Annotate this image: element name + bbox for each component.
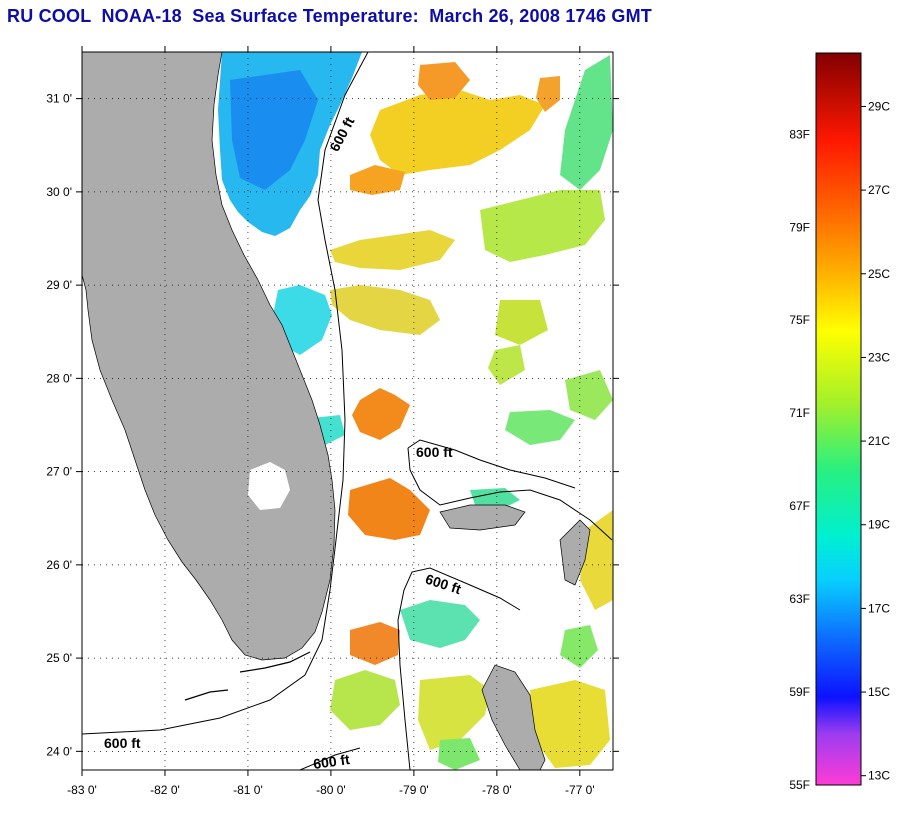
colorbar-c-label: 17C [868, 601, 890, 615]
lon-tick-label: -79 0' [399, 783, 429, 797]
bahamas-grand-bahama [439, 504, 526, 531]
sst-patch-yellow-n1 [370, 90, 545, 175]
bahamas-andros [481, 664, 546, 770]
longitude-axis: -83 0' -82 0' -81 0' -80 0' -79 0' -78 0' -77 … [67, 46, 595, 797]
sst-patch-lime-s [330, 670, 400, 730]
sst-patch-orange-n2 [418, 62, 470, 100]
lat-tick-label: 29 0' [46, 278, 72, 292]
latitude-axis: 24 0' 25 0' 26 0' 27 0' 28 0' 29 0' 30 0' 31 0' [46, 92, 619, 758]
lon-tick-label: -83 0' [67, 783, 97, 797]
colorbar-f-label: 55F [789, 778, 810, 792]
colorbar-f-label: 67F [789, 499, 810, 513]
lon-tick-label: -78 0' [482, 783, 512, 797]
isobath-channel [397, 567, 521, 770]
colorbar-c-label: 15C [868, 685, 890, 699]
isobath-tongue [407, 439, 576, 489]
sst-patch-green-bahamas [470, 488, 520, 510]
isobath-florida-east [82, 52, 369, 735]
colorbar-c-label: 13C [868, 769, 890, 783]
colorbar-c-label: 23C [868, 350, 890, 364]
colorbar-fahrenheit-labels: 55F 59F 63F 67F 71F 75F 79F 83F [789, 127, 810, 792]
sst-patch-lime-e [480, 190, 605, 262]
lon-tick-label: -80 0' [316, 783, 346, 797]
isobath-label: 600 ft [312, 751, 351, 772]
lon-tick-label: -81 0' [233, 783, 263, 797]
keys-islands [184, 651, 311, 701]
colorbar-f-label: 83F [789, 127, 810, 141]
sst-patch-green-s [400, 600, 480, 648]
sst-patch-green-far-se [560, 625, 598, 668]
colorbar-f-label: 59F [789, 685, 810, 699]
isobath-label: 600 ft [104, 735, 141, 751]
colorbar-celsius-labels: 13C 15C 17C 19C 21C 23C 25C 27C 29C [861, 99, 890, 783]
sst-patch-lime-mid [495, 300, 548, 345]
sst-patch-green-east2 [565, 370, 613, 420]
sst-patch-yellow-se2 [530, 680, 610, 768]
sst-imagery [218, 52, 613, 770]
sst-patch-orange-s [350, 622, 400, 665]
sst-patch-orange-center [352, 388, 410, 440]
map-panel: 600 ft 600 ft 600 ft 600 ft 600 ft [82, 52, 613, 772]
colorbar-f-label: 63F [789, 592, 810, 606]
sst-patch-yellow-mid2 [330, 285, 440, 335]
colorbar-c-label: 27C [868, 183, 890, 197]
sst-patch-yellow-mid [330, 230, 455, 270]
sst-patch-yellow-s [418, 675, 490, 750]
sst-patch-cold-inner [230, 70, 318, 190]
colorbar-f-label: 79F [789, 220, 810, 234]
lat-tick-label: 28 0' [46, 371, 72, 385]
isobath-bahama-bank [407, 447, 613, 541]
sst-patch-orange-n [350, 165, 405, 195]
lat-tick-label: 31 0' [46, 92, 72, 106]
lon-tick-label: -82 0' [150, 783, 180, 797]
land-lake-okeechobee [248, 462, 290, 510]
colorbar-c-label: 19C [868, 518, 890, 532]
isobath-600ft [82, 52, 613, 770]
lat-tick-label: 25 0' [46, 651, 72, 665]
lat-tick-label: 26 0' [46, 558, 72, 572]
colorbar-c-label: 25C [868, 267, 890, 281]
lat-tick-label: 30 0' [46, 185, 72, 199]
lat-tick-label: 24 0' [46, 744, 72, 758]
map-title: RU COOL NOAA-18 Sea Surface Temperature:… [7, 6, 652, 26]
sst-patch-lime-mid2 [488, 345, 525, 385]
lon-tick-label: -77 0' [565, 783, 595, 797]
colorbar-f-label: 75F [789, 313, 810, 327]
isobath-south [299, 747, 361, 770]
map-frame [81, 51, 614, 771]
colorbar: 55F 59F 63F 67F 71F 75F 79F 83F 13C 15C 17C 19C 21C… [789, 52, 890, 792]
sst-patch-green-ne [560, 55, 613, 190]
colorbar-f-label: 71F [789, 406, 810, 420]
colorbar-c-label: 29C [868, 99, 890, 113]
land [82, 52, 591, 770]
isobath-label: 600 ft [416, 444, 453, 460]
sst-patch-orange-n3 [536, 76, 560, 112]
sst-patch-green-east1 [505, 410, 575, 445]
colorbar-bar [815, 52, 862, 786]
sst-patch-orange-bahama [348, 478, 430, 540]
colorbar-c-label: 21C [868, 434, 890, 448]
sst-patch-green-se [438, 738, 480, 770]
lat-tick-label: 27 0' [46, 465, 72, 479]
